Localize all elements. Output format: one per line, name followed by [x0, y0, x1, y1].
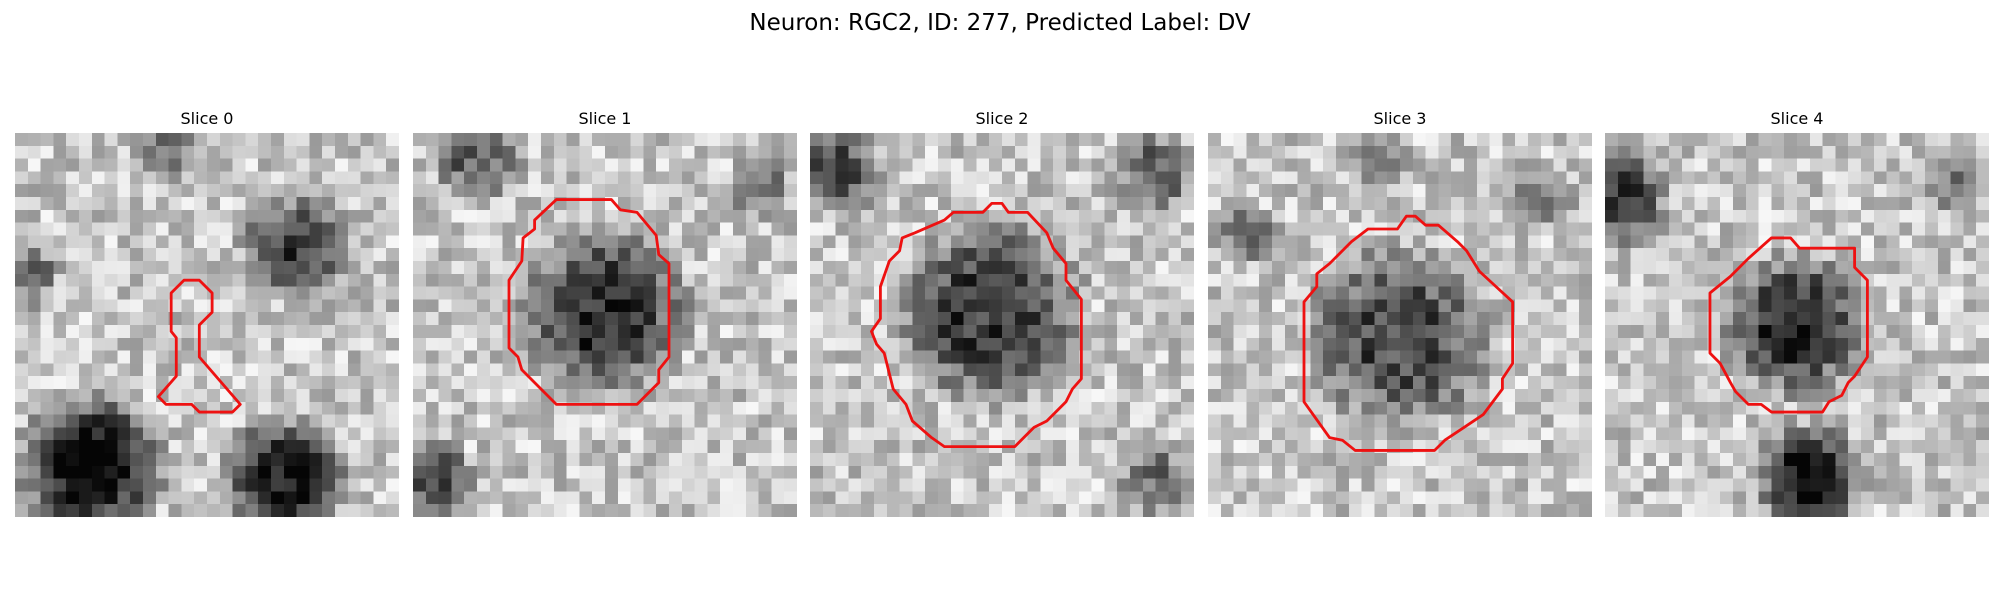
- panel-slice-3: Slice 3: [1208, 109, 1592, 517]
- micrograph-image: [1605, 133, 1989, 517]
- slice-svg: [810, 133, 1194, 517]
- pixel-grid: [810, 133, 1194, 517]
- pixel-grid: [1605, 133, 1989, 517]
- panel-slice-4: Slice 4: [1605, 109, 1989, 517]
- slice-svg: [1605, 133, 1989, 517]
- panel-title: Slice 1: [578, 109, 632, 128]
- segmentation-contour: [1302, 214, 1515, 452]
- panel-title: Slice 0: [180, 109, 234, 128]
- segmentation-contour: [156, 278, 242, 414]
- segmentation-contour: [1708, 236, 1869, 414]
- panel-slice-2: Slice 2: [810, 109, 1194, 517]
- slice-svg: [1208, 133, 1592, 517]
- micrograph-image: [15, 133, 399, 517]
- slice-svg: [413, 133, 797, 517]
- panel-title: Slice 4: [1770, 109, 1824, 128]
- micrograph-image: [413, 133, 797, 517]
- pixel-grid: [413, 133, 797, 517]
- panel-slice-0: Slice 0: [15, 109, 399, 517]
- segmentation-contour: [507, 198, 671, 406]
- micrograph-image: [1208, 133, 1592, 517]
- panel-title: Slice 3: [1373, 109, 1427, 128]
- slice-svg: [15, 133, 399, 517]
- micrograph-image: [810, 133, 1194, 517]
- figure-title: Neuron: RGC2, ID: 277, Predicted Label: …: [749, 10, 1251, 36]
- panel-slice-1: Slice 1: [413, 109, 797, 517]
- segmentation-contour: [870, 201, 1083, 449]
- panel-title: Slice 2: [975, 109, 1029, 128]
- pixel-grid: [15, 133, 399, 517]
- pixel-grid: [1208, 133, 1592, 517]
